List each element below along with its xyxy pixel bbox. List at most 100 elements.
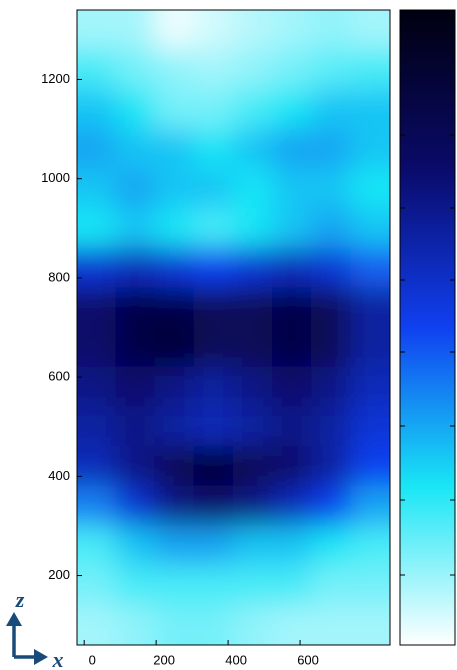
heatmap-cell	[272, 49, 313, 90]
heatmap-cell	[193, 49, 234, 90]
heatmap-cell	[350, 366, 390, 408]
heatmap-cell	[154, 604, 195, 645]
heatmap-cell	[311, 287, 352, 328]
heatmap-cell	[311, 604, 352, 645]
heatmap-cell	[154, 49, 195, 90]
heatmap-cell	[115, 168, 156, 209]
heatmap-cell	[193, 128, 234, 170]
heatmap-cell	[272, 327, 313, 368]
heatmap-cell	[115, 446, 156, 487]
heatmap-cell	[77, 327, 117, 368]
heatmap-cell	[77, 565, 117, 606]
heatmap-cell	[311, 485, 352, 527]
heatmap-cell	[115, 525, 156, 567]
heatmap-cell	[77, 128, 117, 170]
heatmap-cell	[272, 406, 313, 448]
heatmap-cell	[232, 446, 274, 487]
heatmap-cell	[77, 207, 117, 249]
heatmap-cell	[232, 207, 274, 249]
heatmap-cell	[77, 446, 117, 487]
heatmap-cell	[272, 446, 313, 487]
heatmap-cell	[311, 525, 352, 567]
heatmap-cell	[232, 88, 274, 130]
plot-frame	[76, 9, 391, 646]
heatmap-cell	[272, 128, 313, 170]
heatmap-cell	[154, 366, 195, 408]
heatmap-cell	[350, 247, 390, 289]
heatmap-cell	[154, 207, 195, 249]
heatmap-cell	[350, 446, 390, 487]
heatmap-cell	[154, 446, 195, 487]
heatmap-cell	[350, 525, 390, 567]
heatmap-cell	[115, 327, 156, 368]
heatmap-cell	[115, 247, 156, 289]
heatmap-cell	[77, 49, 117, 90]
heatmap-cell	[193, 327, 234, 368]
heatmap-cell	[193, 168, 234, 209]
heatmap-cell	[193, 525, 234, 567]
heatmap-cell	[272, 485, 313, 527]
heatmap-cell	[115, 485, 156, 527]
heatmap-cell	[350, 10, 390, 51]
heatmap-cell	[77, 247, 117, 289]
heatmap-cell	[115, 10, 156, 51]
heatmap-cell	[311, 168, 352, 209]
heatmap-cell	[232, 247, 274, 289]
heatmap-cell	[311, 128, 352, 170]
heatmap-cell	[232, 10, 274, 51]
heatmap-cell	[232, 49, 274, 90]
heatmap-cell	[154, 327, 195, 368]
heatmap-cell	[77, 525, 117, 567]
heatmap-cell	[311, 366, 352, 408]
heatmap-cell	[232, 406, 274, 448]
x-tick-label: 0	[89, 652, 96, 667]
heatmap-cell	[115, 207, 156, 249]
colorbar	[399, 9, 456, 646]
heatmap-cell	[272, 168, 313, 209]
heatmap-cell	[115, 604, 156, 645]
heatmap-cell	[193, 88, 234, 130]
colorbar-ticks	[400, 134, 455, 576]
heatmap-cell	[350, 287, 390, 328]
heatmap-cell	[193, 10, 234, 51]
y-tick-label: 200	[48, 567, 70, 582]
heatmap-cell	[154, 88, 195, 130]
heatmap-cell	[232, 287, 274, 328]
heatmap-cell	[232, 525, 274, 567]
heatmap-cell	[311, 406, 352, 448]
heatmap-cell	[272, 287, 313, 328]
heatmap-cell	[311, 88, 352, 130]
heatmap-cell	[154, 406, 195, 448]
heatmap-cell	[350, 49, 390, 90]
heatmap-cell	[193, 604, 234, 645]
heatmap-cell	[272, 247, 313, 289]
y-tick-label: 600	[48, 369, 70, 384]
y-tick-label: 800	[48, 269, 70, 284]
heatmap-cell	[115, 49, 156, 90]
heatmap-cell	[154, 287, 195, 328]
heatmap-cell	[77, 406, 117, 448]
heatmap-cell	[115, 128, 156, 170]
heatmap-cell	[77, 366, 117, 408]
heatmap-cell	[193, 446, 234, 487]
y-tick-label: 1000	[41, 170, 70, 185]
heatmap-cell	[115, 88, 156, 130]
heatmap-cell	[154, 247, 195, 289]
heatmap-cell	[232, 168, 274, 209]
heatmap-cell	[77, 485, 117, 527]
heatmap-cell	[272, 207, 313, 249]
heatmap-cell	[350, 406, 390, 448]
heatmap-cell	[350, 485, 390, 527]
y-tick-label: 400	[48, 468, 70, 483]
heatmap-cell	[350, 565, 390, 606]
heatmap-cell	[311, 327, 352, 368]
heatmap-cell	[232, 366, 274, 408]
heatmap-cell	[193, 287, 234, 328]
heatmap-cell	[77, 10, 117, 51]
heatmap-cell	[311, 10, 352, 51]
x-tick-label: 200	[153, 652, 175, 667]
x-tick-label: 600	[297, 652, 319, 667]
heatmap-cell	[115, 287, 156, 328]
heatmap-cell	[272, 604, 313, 645]
heatmap-cell	[232, 604, 274, 645]
